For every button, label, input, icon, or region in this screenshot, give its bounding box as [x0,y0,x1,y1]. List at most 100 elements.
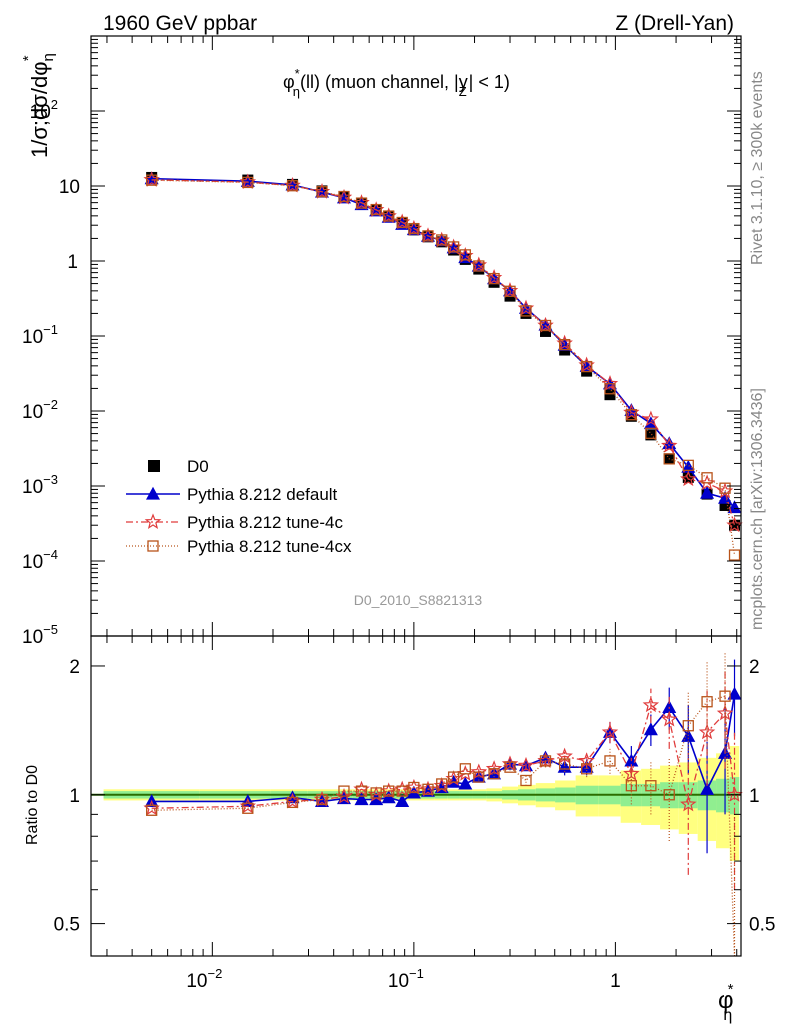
legend-marker-tune4c [144,513,162,530]
ratio-point-tune4c [485,760,503,776]
series-point-tune4cx [316,186,328,198]
series-point-tune4c [661,437,678,453]
x-tick-label: 10−2 [186,966,222,992]
series-point-default [718,490,733,504]
ratio-point-tune4c [679,795,697,812]
legend-marker-default [145,486,161,500]
ratio-point-tune4cx [338,785,350,797]
ratio-point-default [727,686,742,700]
ratio-point-tune4c [601,723,619,740]
ratio-point-tune4cx [422,783,434,795]
series-point-tune4cx [504,285,516,297]
y-tick-label: 10−4 [22,547,58,573]
ratio-point-tune4cx [520,774,532,787]
series-point-tune4c [642,410,660,427]
series-point-tune4cx [701,472,713,484]
ratio-frame [90,635,742,957]
ratio-tick-label-left: 1 [69,786,80,807]
series-point-default [727,500,742,514]
legend-label-tune4cx: Pythia 8.212 tune-4cx [187,537,352,556]
series-point-tune4cx [663,453,675,465]
legend-marker-tune4cx [147,540,159,552]
series-point-tune4cx [422,230,434,242]
ratio-point-tune4cx [488,768,500,780]
x-tick-label: 10−1 [388,966,424,992]
series-point-tune4cx [338,190,350,203]
ratio-point-tune4cx [370,787,382,799]
ratio-point-tune4cx [316,793,328,806]
series-point-tune4cx [625,409,638,421]
series-point-tune4cx [558,338,571,351]
ratio-point-default [395,794,410,808]
y-tick-label: 1 [67,252,78,273]
ratio-point-default [381,790,396,804]
legend-label-d0: D0 [187,457,209,476]
legend-label-tune4c: Pythia 8.212 tune-4c [187,513,343,532]
ratio-tick-label-left: 2 [69,657,80,678]
x-tick-label: 1 [610,971,621,992]
ratio-point-tune4cx [645,780,657,792]
series-line-default [151,177,736,509]
mcplots-label: mcplots.cern.ch [arXiv:1306.3436] [749,388,766,630]
analysis-watermark: D0_2010_S8821313 [354,592,483,608]
ratio-y-label: Ratio to D0 [24,765,41,845]
ratio-tick-label-right: 0.5 [749,915,775,936]
series-point-tune4cx [355,197,368,209]
ratio-point-tune4cx [539,755,552,767]
main-panel: 102 10 1 10−1 10−2 10−3 10−4 10−5 [22,35,743,956]
legend-label-default: Pythia 8.212 default [187,485,338,504]
series-point-tune4cx [682,459,694,472]
ratio-point-tune4cx [625,780,638,792]
ratio-point-tune4cx [286,796,299,809]
series-point-tune4cx [520,305,532,317]
ratio-point-tune4c [661,710,678,727]
ratio-point-default [458,776,473,790]
series-point-default [700,485,715,499]
series-point-tune4cx [488,272,500,285]
ratio-point-tune4cx [459,763,471,775]
y-tick-label: 10−1 [22,322,58,348]
y-tick-label: 102 [30,97,58,123]
ratio-point-tune4cx [604,755,616,767]
ratio-tick-label-right: 2 [749,657,760,678]
series-point-tune4cx [447,241,460,253]
series-point-tune4cx [580,360,593,373]
data-point-d0 [604,389,616,401]
ratio-point-tune4c [517,756,535,773]
ratio-panel: 10−2 10−1 1 2 2 1 1 0.5 0.5 [54,635,775,992]
data-point-d0 [682,471,694,483]
series-point-tune4cx [604,383,616,395]
ratio-point-tune4cx [719,690,731,702]
series-point-tune4cx [408,222,420,235]
y-tick-label: 10−5 [22,622,58,648]
series-point-tune4cx [459,249,471,261]
ratio-point-tune4cx [504,761,516,773]
ratio-point-tune4cx [447,771,460,783]
series-point-tune4cx [719,482,731,494]
ratio-point-default [354,792,369,806]
ratio-point-tune4c [642,696,660,713]
series-point-tune4cx [645,427,657,439]
series-point-tune4cx [728,549,741,561]
y-tick-label: 10 [59,177,80,198]
series-point-tune4cx [286,180,299,192]
series-point-tune4cx [396,216,408,229]
ratio-point-default [643,722,658,736]
ratio-point-tune4cx [408,781,420,794]
series-point-tune4cx [383,210,395,222]
series-point-tune4cx [539,319,552,332]
series-point-tune4c [726,516,743,533]
legend: D0 Pythia 8.212 default Pythia 8.212 tune-… [126,457,352,556]
series-point-tune4c [601,375,619,391]
ratio-point-tune4cx [701,696,713,708]
ratio-tick-label-left: 0.5 [54,915,80,936]
ratio-point-tune4cx [558,758,571,770]
data-point-d0 [719,499,731,511]
ratio-point-tune4cx [682,720,694,732]
ratio-point-tune4cx [436,778,448,790]
data-point-d0 [645,429,657,441]
ratio-point-tune4cx [473,771,485,783]
y-tick-label: 10−3 [22,472,58,498]
ratio-point-tune4cx [355,785,368,797]
